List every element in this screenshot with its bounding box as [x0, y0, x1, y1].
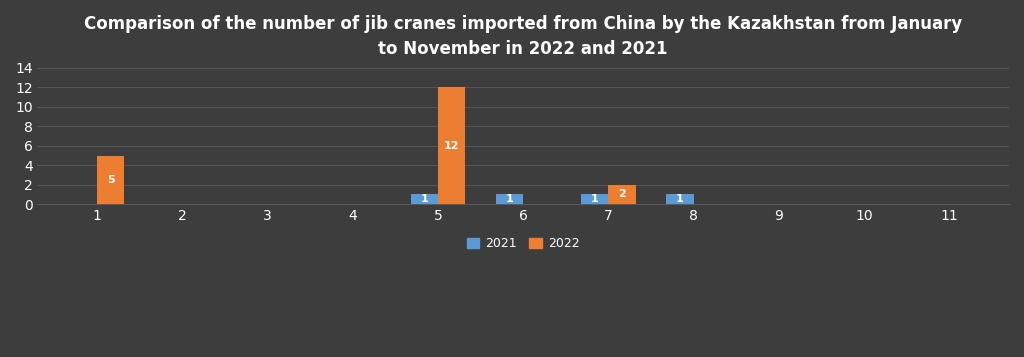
Text: 1: 1 [591, 194, 599, 204]
Bar [97, 156, 124, 204]
Text: 12: 12 [444, 141, 460, 151]
Legend: 2021, 2022: 2021, 2022 [462, 232, 585, 255]
Bar [496, 195, 523, 204]
Bar [667, 195, 693, 204]
Text: 5: 5 [106, 175, 115, 185]
Text: 1: 1 [506, 194, 513, 204]
Title: Comparison of the number of jib cranes imported from China by the Kazakhstan fro: Comparison of the number of jib cranes i… [84, 15, 963, 58]
Bar [411, 195, 438, 204]
Bar [582, 195, 608, 204]
Text: 1: 1 [676, 194, 684, 204]
Bar [608, 185, 636, 204]
Bar [438, 87, 465, 204]
Text: 2: 2 [618, 190, 626, 200]
Text: 1: 1 [421, 194, 428, 204]
